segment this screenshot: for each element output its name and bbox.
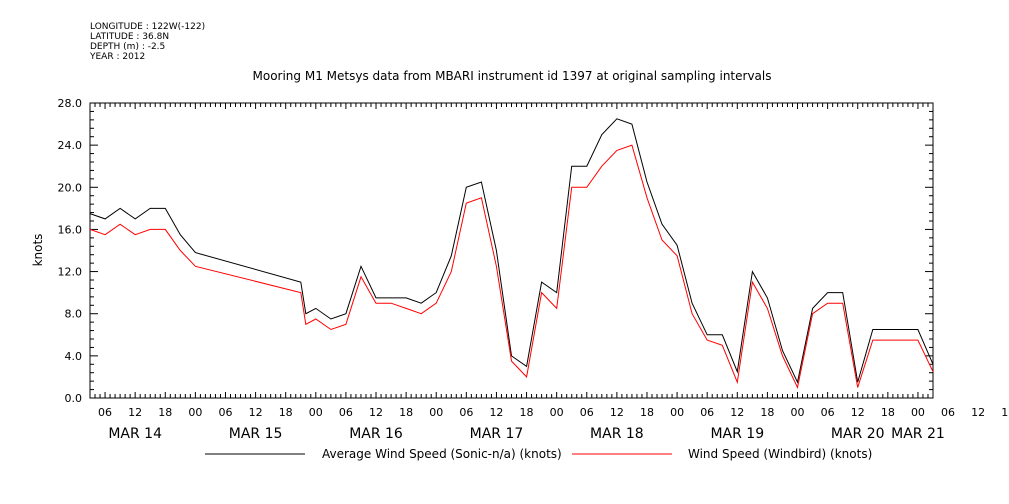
legend-label-sonic: Average Wind Speed (Sonic-n/a) (knots): [322, 447, 562, 461]
x-hour-tick-label: 18: [520, 406, 534, 419]
x-date-label: MAR 21: [891, 426, 945, 442]
y-tick-label: 20.0: [58, 181, 83, 194]
y-tick-label: 0.0: [65, 392, 83, 405]
x-hour-tick-label: 06: [339, 406, 353, 419]
x-hour-tick-label: 12: [249, 406, 263, 419]
longitude-label: LONGITUDE : 122W(-122): [90, 22, 206, 32]
metadata-block: LONGITUDE : 122W(-122) LATITUDE : 36.8N …: [90, 22, 205, 62]
x-hour-tick-label: 06: [459, 406, 473, 419]
x-date-label: MAR 18: [590, 426, 644, 442]
x-date-label: MAR 14: [108, 426, 162, 442]
series-line-sonic: [89, 118, 934, 384]
x-date-label: MAR 16: [349, 426, 403, 442]
y-tick-label: 16.0: [58, 223, 83, 236]
x-hour-tick-label: 12: [369, 406, 383, 419]
x-hour-tick-label: 18: [1001, 406, 1009, 419]
x-hour-tick-label: 18: [158, 406, 172, 419]
x-hour-tick-label: 12: [489, 406, 503, 419]
x-hour-tick-label: 12: [971, 406, 985, 419]
x-hour-tick-label: 12: [851, 406, 865, 419]
y-axis-label: knots: [31, 234, 45, 267]
x-hour-tick-label: 18: [760, 406, 774, 419]
legend: Average Wind Speed (Sonic-n/a) (knots) W…: [205, 447, 872, 461]
x-hour-tick-label: 00: [911, 406, 925, 419]
x-hour-tick-label: 06: [98, 406, 112, 419]
x-hour-tick-label: 12: [610, 406, 624, 419]
chart-title: Mooring M1 Metsys data from MBARI instru…: [253, 69, 772, 83]
x-hour-tick-label: 18: [399, 406, 413, 419]
axes-group: 0.0 4.0 8.0 12.0 16.0 20.0 24.0 28.0 06 12 18 00 06 1…: [58, 97, 1009, 442]
x-hour-tick-label: 18: [640, 406, 654, 419]
x-hour-tick-label: 18: [279, 406, 293, 419]
x-date-label: MAR 20: [831, 426, 885, 442]
x-hour-tick-label: 06: [218, 406, 232, 419]
depth-label: DEPTH (m) : -2.5: [90, 42, 166, 52]
x-hour-tick-label: 00: [670, 406, 684, 419]
y-tick-label: 12.0: [58, 266, 83, 279]
x-date-label: MAR 15: [229, 426, 283, 442]
x-hour-tick-label: 00: [188, 406, 202, 419]
x-hour-tick-label: 12: [730, 406, 744, 419]
legend-label-windbird: Wind Speed (Windbird) (knots): [688, 447, 872, 461]
latitude-label: LATITUDE : 36.8N: [90, 32, 170, 42]
x-hour-tick-label: 06: [700, 406, 714, 419]
x-hour-tick-label: 00: [550, 406, 564, 419]
x-date-label: MAR 19: [710, 426, 764, 442]
x-date-label: MAR 17: [470, 426, 524, 442]
x-hour-tick-label: 06: [821, 406, 835, 419]
y-tick-label: 24.0: [58, 139, 83, 152]
x-hour-tick-label: 00: [429, 406, 443, 419]
x-hour-tick-label: 18: [881, 406, 895, 419]
x-hour-tick-label: 12: [128, 406, 142, 419]
x-hour-tick-label: 00: [309, 406, 323, 419]
series-line-windbird: [89, 144, 934, 390]
x-hour-tick-label: 00: [791, 406, 805, 419]
x-hour-tick-label: 06: [580, 406, 594, 419]
y-tick-label: 4.0: [65, 350, 83, 363]
y-tick-label: 8.0: [65, 308, 83, 321]
series-layer: [89, 118, 934, 390]
x-hour-tick-label: 06: [941, 406, 955, 419]
year-label: YEAR : 2012: [90, 52, 146, 62]
y-tick-label: 28.0: [58, 97, 83, 110]
